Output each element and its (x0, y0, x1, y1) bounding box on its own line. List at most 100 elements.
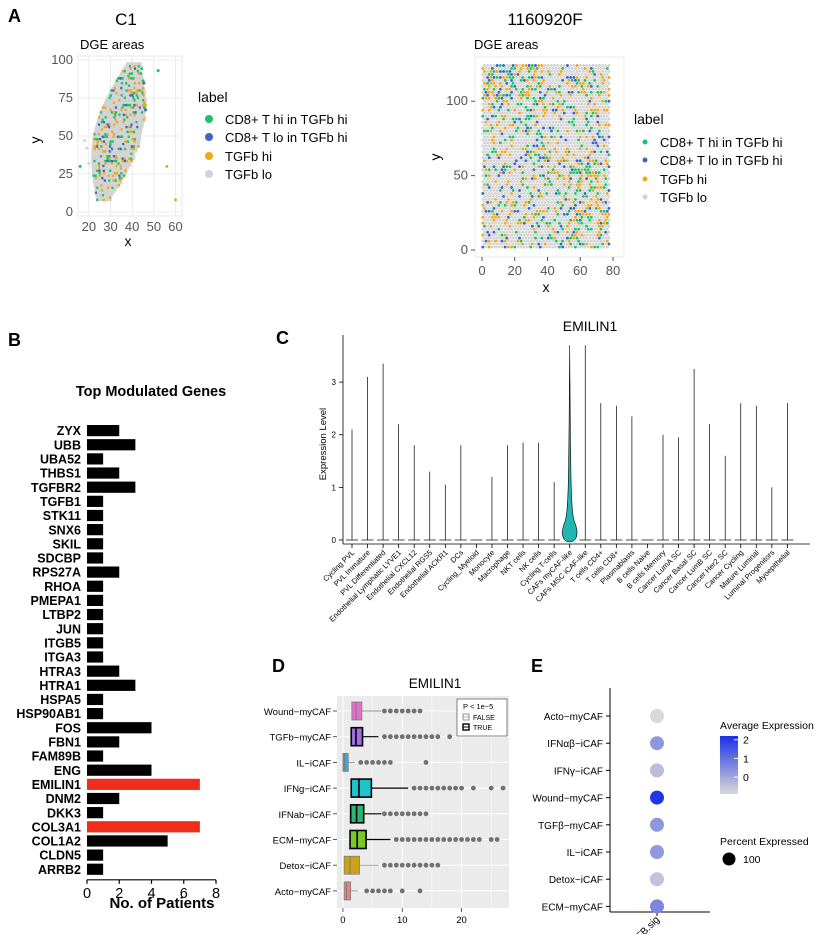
spot (494, 72, 498, 76)
spot (498, 147, 502, 151)
spot (561, 114, 565, 118)
spot (529, 144, 533, 148)
spot (97, 183, 101, 187)
spot (506, 168, 510, 172)
spot (569, 171, 573, 175)
spot (494, 132, 498, 136)
spot (527, 87, 531, 91)
spot (115, 130, 119, 134)
legend-item-cd8-hi: CD8+ T hi in TGFb hi (660, 135, 783, 150)
spot (133, 120, 137, 124)
spot (116, 88, 120, 92)
spot (599, 102, 603, 106)
outlier (358, 760, 364, 765)
spot (604, 194, 608, 198)
spot (577, 227, 581, 231)
spot (558, 144, 561, 148)
spot (131, 88, 135, 92)
spot (589, 221, 593, 225)
spot (492, 81, 496, 85)
spot (546, 123, 550, 127)
spot (532, 174, 536, 178)
spot (558, 72, 561, 76)
spot (510, 102, 514, 106)
spot (129, 93, 133, 97)
x-tick-label: 0 (83, 886, 91, 902)
panel-label-e: E (531, 656, 543, 676)
spot (100, 113, 104, 117)
spot (585, 69, 589, 73)
spot (537, 153, 541, 157)
spot (605, 72, 609, 76)
spot (121, 161, 125, 165)
category-label: ECM−myCAF (273, 836, 332, 847)
spot (98, 127, 102, 131)
spot (527, 99, 531, 103)
spot (575, 75, 579, 79)
spot (117, 79, 121, 83)
legend-title: P < 1e−5 (463, 702, 493, 711)
spot (112, 135, 116, 139)
spot (554, 156, 558, 160)
spot (553, 69, 557, 73)
spot (534, 64, 537, 67)
spot (521, 200, 525, 204)
spot (578, 189, 582, 192)
outlier (399, 811, 405, 817)
legend-swatch-tgfb-lo (642, 194, 648, 200)
spot (599, 186, 603, 189)
spot (559, 93, 563, 97)
spot (122, 113, 126, 117)
spot (132, 91, 136, 95)
spot (130, 149, 134, 153)
spot (513, 72, 517, 76)
spot (122, 81, 126, 85)
spot (558, 245, 561, 249)
spot (492, 87, 496, 91)
spot (139, 115, 143, 119)
spot (484, 132, 488, 136)
spot (513, 180, 517, 184)
spot (492, 159, 496, 163)
spot (486, 200, 490, 204)
spot (106, 130, 110, 134)
spot (554, 227, 558, 231)
spot (108, 193, 112, 197)
spot (605, 215, 609, 219)
spot (601, 159, 605, 163)
spot (98, 188, 102, 192)
spot (137, 139, 141, 143)
spot (96, 191, 100, 195)
spot (516, 239, 520, 243)
spot (572, 206, 576, 210)
spot (511, 123, 515, 127)
spot (526, 203, 529, 207)
spot (530, 123, 534, 127)
spot (551, 221, 555, 225)
outlier (411, 734, 417, 740)
spot (101, 178, 105, 182)
spot (524, 236, 528, 240)
spot (575, 224, 579, 228)
spot (102, 198, 106, 202)
spot (596, 156, 600, 160)
spot (109, 108, 113, 112)
spot (513, 67, 517, 70)
spot (135, 79, 139, 83)
spot (518, 194, 521, 198)
spot (110, 164, 114, 168)
spot (597, 64, 601, 67)
spot (118, 113, 122, 117)
spot (119, 132, 123, 136)
spot (95, 183, 99, 187)
spot (575, 159, 579, 163)
spot (101, 156, 105, 160)
panel-d-x-axis: 0 10 20 (340, 908, 467, 926)
spot (599, 78, 603, 82)
spot (543, 165, 547, 169)
spot (581, 87, 585, 91)
spot (513, 233, 517, 237)
spot (140, 74, 144, 78)
spot (503, 174, 507, 178)
spot (98, 186, 102, 190)
